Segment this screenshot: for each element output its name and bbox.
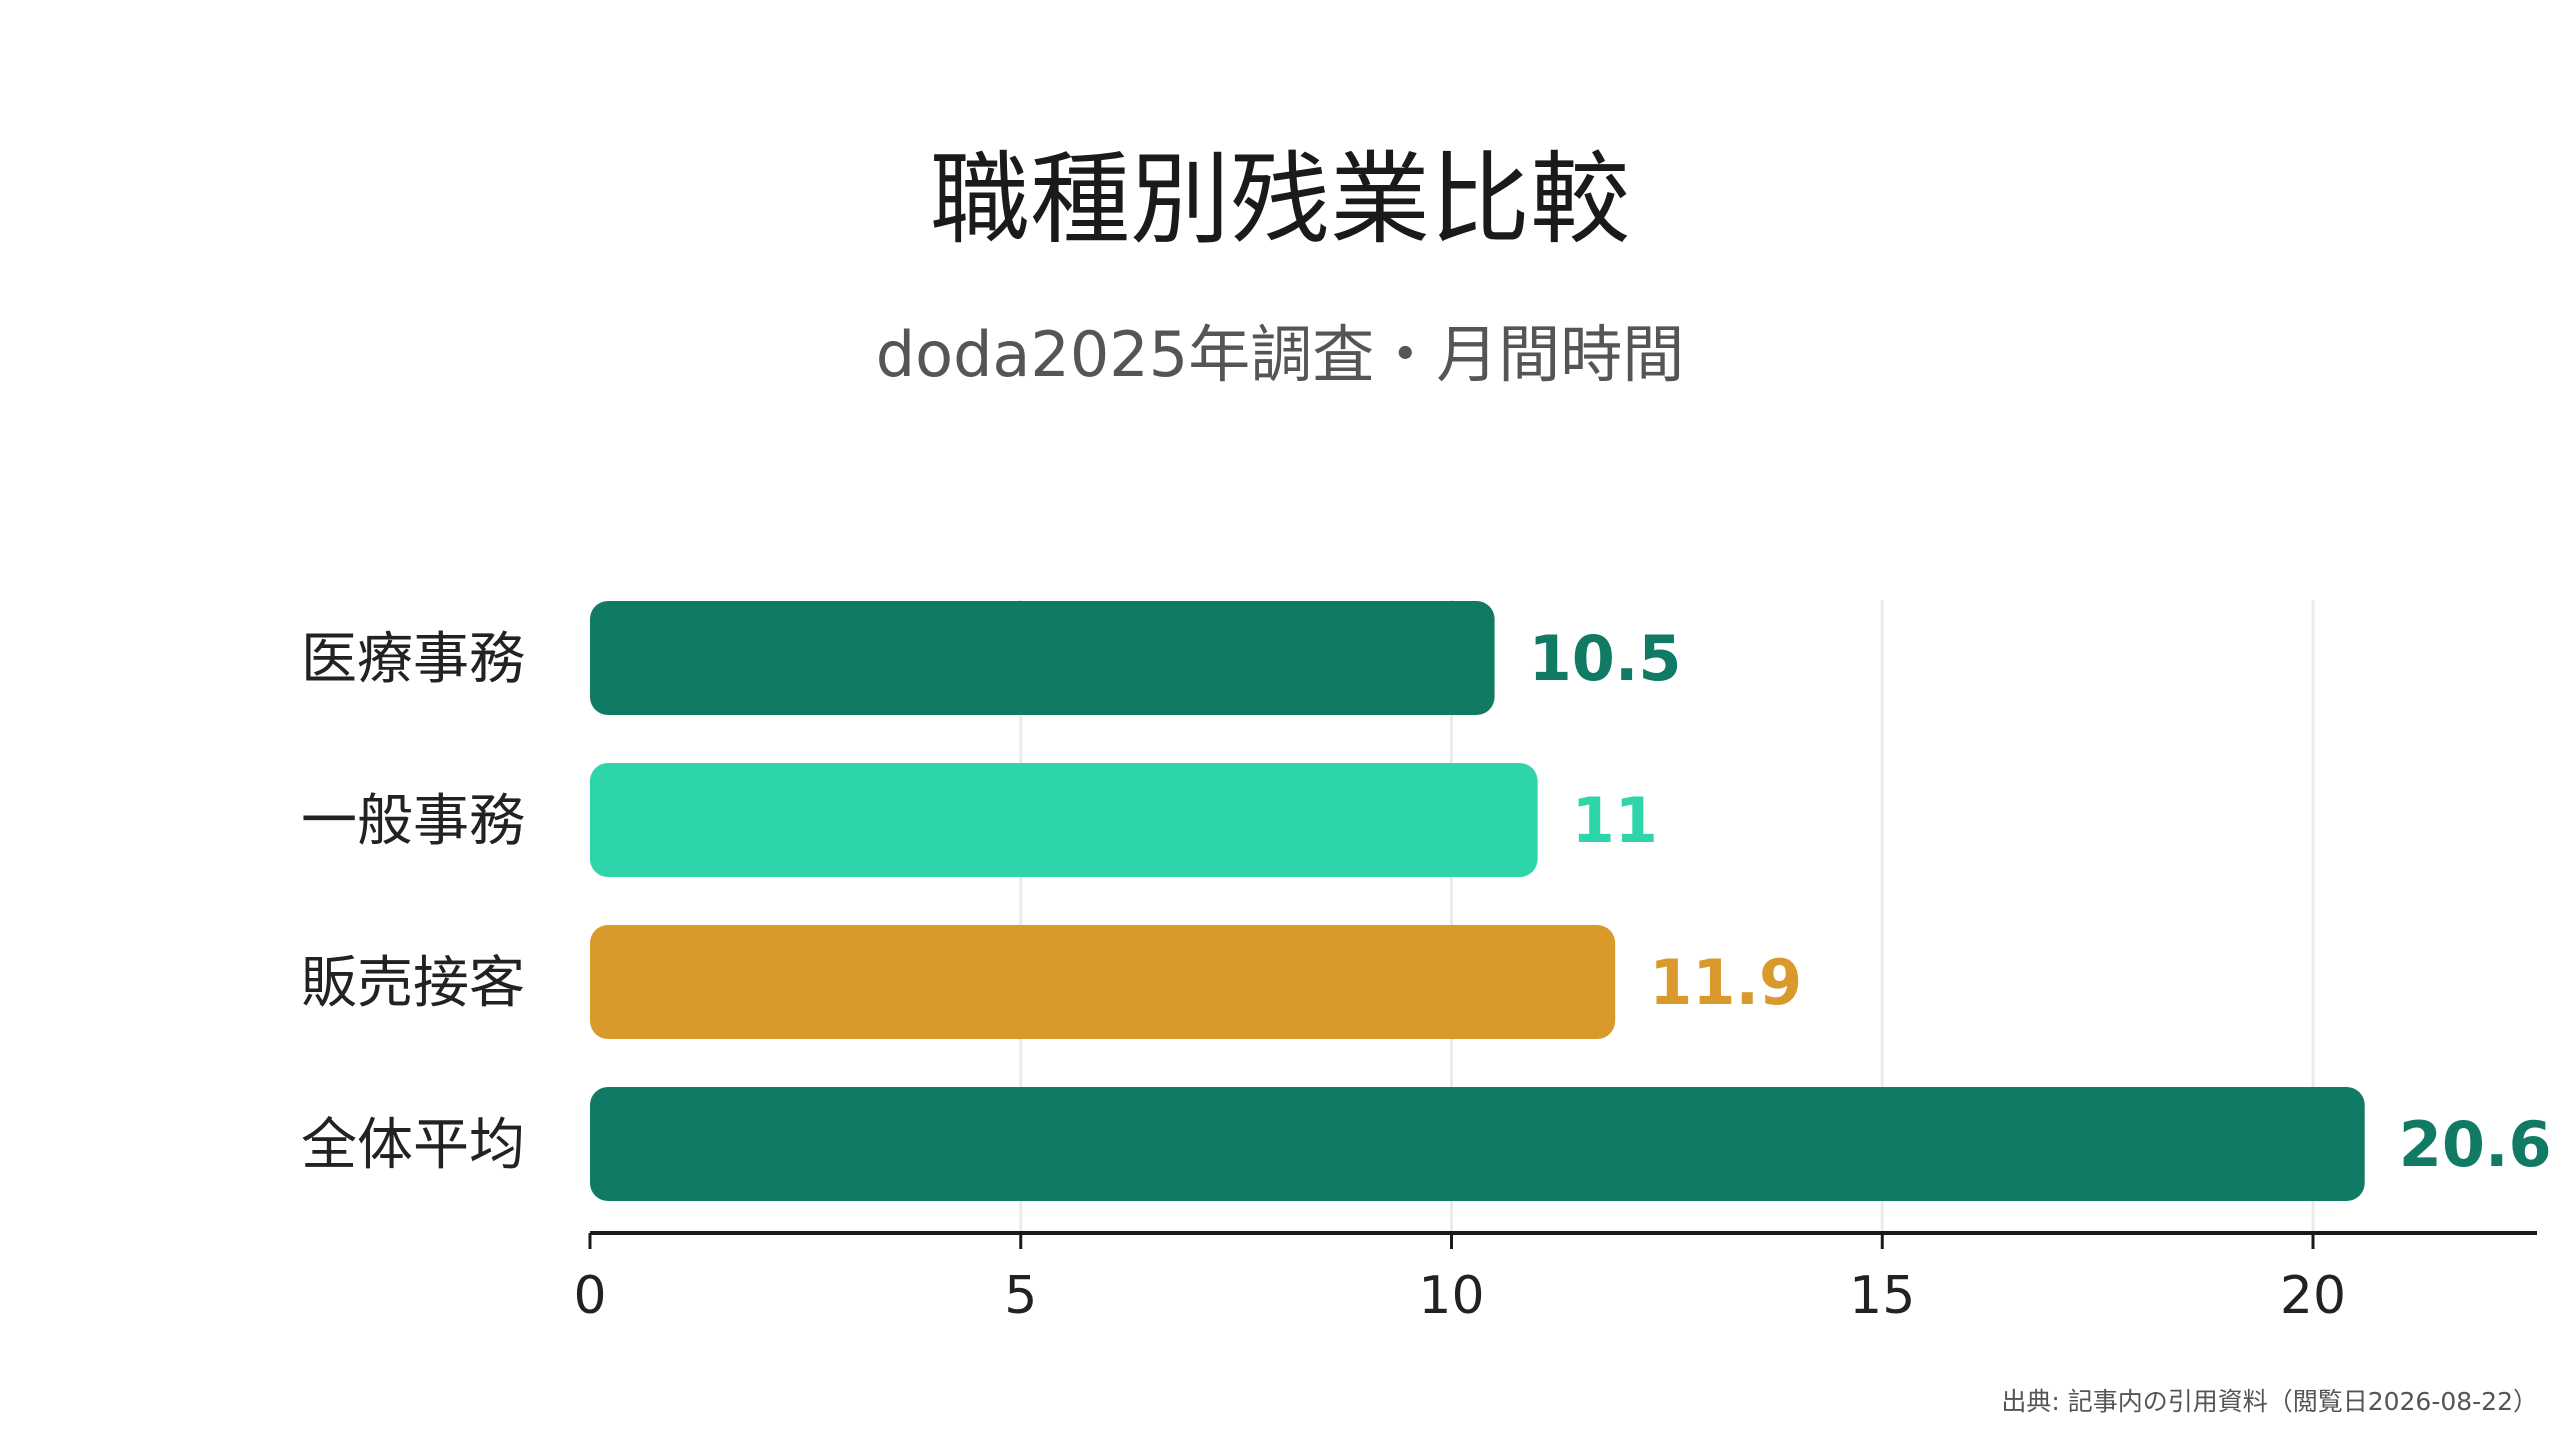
value-labels: 10.5 11 11.9 20.6 <box>1529 622 2552 1181</box>
x-tick-label: 0 <box>573 1266 606 1326</box>
x-tick-label: 20 <box>2280 1266 2346 1326</box>
chart-title: 職種別残業比較 <box>930 141 1630 258</box>
bar <box>590 601 1495 715</box>
category-label: 全体平均 <box>301 1113 525 1178</box>
x-tick-label: 15 <box>1849 1266 1915 1326</box>
bar-value-label: 20.6 <box>2399 1108 2552 1181</box>
x-tick-label: 5 <box>1004 1266 1037 1326</box>
bar-value-label: 10.5 <box>1529 622 1682 695</box>
bar-value-label: 11 <box>1572 784 1658 857</box>
category-label: 一般事務 <box>301 789 525 854</box>
bars <box>590 601 2365 1201</box>
x-axis: 0 5 10 15 20 <box>573 1231 2537 1326</box>
x-tick-label: 10 <box>1418 1266 1484 1326</box>
bar <box>590 763 1538 877</box>
category-label: 医療事務 <box>301 627 525 692</box>
bar <box>590 925 1616 1039</box>
category-label: 販売接客 <box>301 951 525 1016</box>
source-note: 出典: 記事内の引用資料（閲覧日2026-08-22） <box>2001 1387 2538 1416</box>
bar-value-label: 11.9 <box>1649 946 1802 1019</box>
bar <box>590 1087 2365 1201</box>
chart-subtitle: doda2025年調査・月間時間 <box>875 318 1685 391</box>
